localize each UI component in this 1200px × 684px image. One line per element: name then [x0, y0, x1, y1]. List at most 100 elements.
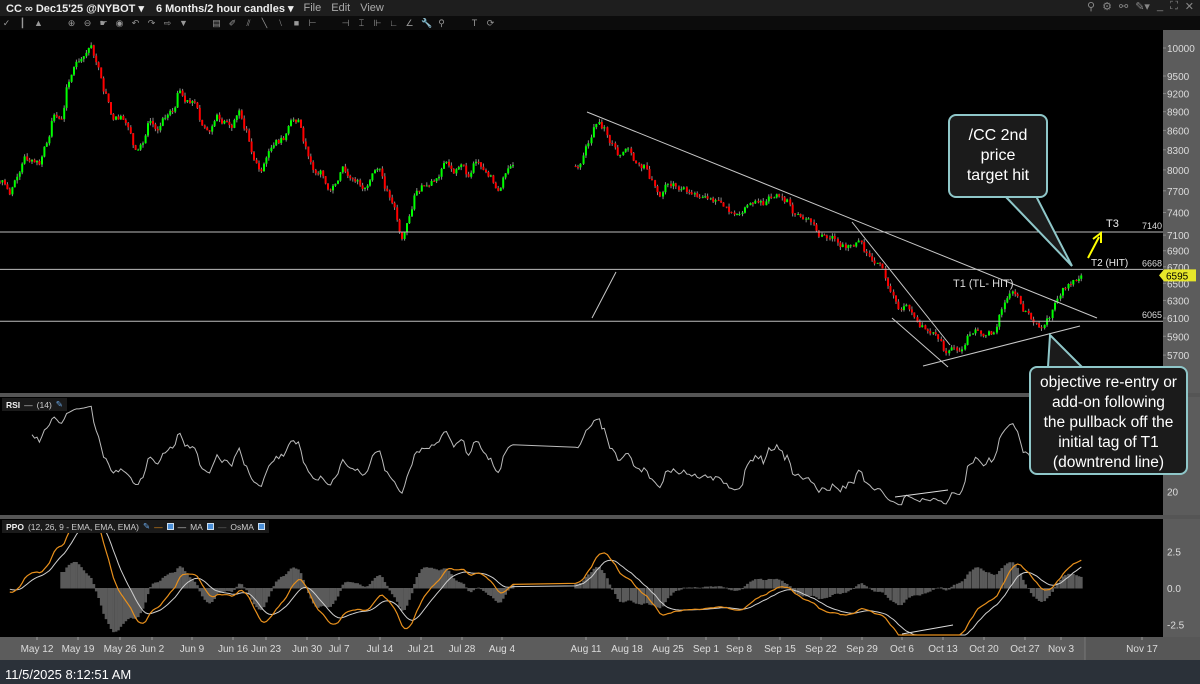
candle: [863, 242, 866, 252]
osma-bar: [1045, 588, 1049, 599]
candle: [762, 201, 765, 206]
period-selector[interactable]: 6 Months/2 hour candles ▾: [155, 2, 294, 15]
undo-icon[interactable]: ↶: [131, 17, 140, 28]
zoom-out-icon[interactable]: ⊖: [83, 17, 92, 28]
gann-icon[interactable]: ⊢: [308, 17, 317, 28]
dropdown-icon[interactable]: ▼: [179, 18, 188, 28]
candle: [1059, 295, 1062, 299]
close-icon[interactable]: ✕: [1184, 1, 1194, 13]
osma-bar: [624, 588, 628, 602]
candle: [598, 122, 601, 125]
osma-bar: [474, 588, 478, 589]
osma-bar: [1019, 573, 1023, 589]
edit-icon[interactable]: ✎: [142, 521, 151, 531]
osma-bar: [616, 588, 620, 599]
pointer-icon[interactable]: ☛: [99, 17, 108, 28]
rect-icon[interactable]: ■: [293, 18, 300, 28]
gear-icon[interactable]: ⚙: [1102, 1, 1112, 13]
osma-bar: [230, 588, 234, 592]
minimize-icon[interactable]: _: [1156, 0, 1164, 12]
menu-view[interactable]: View: [360, 2, 384, 14]
redo-icon[interactable]: ↷: [147, 17, 156, 28]
edit-icon[interactable]: ✎: [55, 399, 63, 409]
osma-bar: [862, 584, 866, 589]
osma-bar: [445, 568, 448, 589]
candle: [492, 175, 495, 183]
pin-icon[interactable]: ✎▾: [1135, 1, 1150, 13]
candle: [1, 180, 4, 183]
search-icon[interactable]: ⚲: [1087, 1, 1096, 13]
link-icon[interactable]: ⚯: [1118, 1, 1129, 13]
rsi-tick-label: 20: [1167, 487, 1179, 498]
candle: [805, 218, 808, 220]
candle: [841, 244, 844, 247]
osma-bar: [109, 588, 113, 629]
pin-icon[interactable]: ⚲: [438, 17, 445, 28]
zoom-in-icon[interactable]: ⊕: [67, 17, 76, 28]
rsi-params: (14): [36, 399, 52, 410]
osma-bar: [223, 588, 226, 592]
candle: [823, 234, 826, 236]
osma-bar: [801, 588, 805, 597]
menu-file[interactable]: File: [303, 2, 322, 14]
osma-bar: [321, 588, 325, 607]
refresh-icon[interactable]: ⟳: [486, 17, 495, 28]
fib-icon[interactable]: ▤: [212, 17, 221, 28]
osma-bar: [163, 576, 167, 589]
channel-icon[interactable]: ⫽: [246, 17, 251, 28]
gann2-icon[interactable]: ⊣: [341, 17, 350, 28]
candle: [115, 116, 117, 120]
text-icon[interactable]: T: [471, 18, 478, 28]
osma-bar: [1061, 576, 1065, 589]
ma-checkbox[interactable]: [206, 523, 214, 530]
osma-bar: [590, 572, 593, 589]
candle: [627, 148, 630, 150]
draw-icon[interactable]: ✓: [2, 17, 11, 28]
osma-checkbox[interactable]: [257, 523, 265, 530]
candle: [475, 161, 477, 164]
ppo-legend[interactable]: PPO (12, 26, 9 - EMA, EMA, EMA) ✎ — — MA …: [2, 520, 269, 533]
x-tick-label: May 19: [62, 644, 95, 655]
cycle2-icon[interactable]: ⊩: [373, 17, 382, 28]
rsi-legend[interactable]: RSI — (14) ✎: [2, 398, 67, 411]
mountain-icon[interactable]: ▲: [34, 18, 43, 28]
arrow-icon[interactable]: ⇨: [163, 17, 172, 28]
osma-bar: [807, 588, 810, 596]
parallel-icon[interactable]: ⧵: [279, 17, 282, 28]
osma-bar: [455, 580, 458, 589]
speed-icon[interactable]: ∟: [389, 18, 398, 28]
crosshair-icon[interactable]: ◉: [115, 17, 124, 28]
cycle-icon[interactable]: ⌶: [358, 17, 365, 28]
ppo-checkbox[interactable]: [166, 523, 174, 530]
candle: [408, 216, 411, 224]
menu-edit[interactable]: Edit: [331, 2, 351, 14]
osma-bar: [260, 588, 263, 611]
callout-line: price: [980, 147, 1016, 164]
candle: [733, 212, 736, 215]
x-tick-label: Aug 18: [611, 644, 643, 655]
candle: [307, 146, 310, 157]
osma-bar: [117, 588, 120, 631]
candle: [767, 196, 770, 202]
candle: [932, 332, 935, 334]
osma-bar: [146, 588, 150, 595]
symbol-selector[interactable]: CC ∞ Dec15'25 @NYBOT ▾: [6, 2, 144, 15]
candle: [438, 176, 440, 179]
candle-icon[interactable]: ┃: [19, 17, 26, 28]
wrench-icon[interactable]: 🔧: [421, 17, 433, 28]
candle: [406, 223, 408, 233]
maximize-icon[interactable]: ⛶: [1170, 0, 1178, 12]
candle: [590, 137, 593, 144]
candle: [166, 114, 169, 118]
eraser-icon[interactable]: ✐: [228, 17, 237, 28]
osma-bar: [658, 588, 662, 609]
candle: [65, 87, 68, 108]
candle: [781, 196, 784, 198]
x-tick-label: May 26: [104, 644, 137, 655]
candle: [292, 119, 295, 121]
line-icon[interactable]: ╲: [261, 17, 268, 28]
osma-bar: [220, 588, 224, 593]
candle: [606, 127, 609, 136]
speed2-icon[interactable]: ∠: [405, 17, 414, 28]
chart-canvas[interactable]: 10000 9500 9200 8900 8600 8300 8000 7700 7400 710…: [0, 0, 1200, 660]
